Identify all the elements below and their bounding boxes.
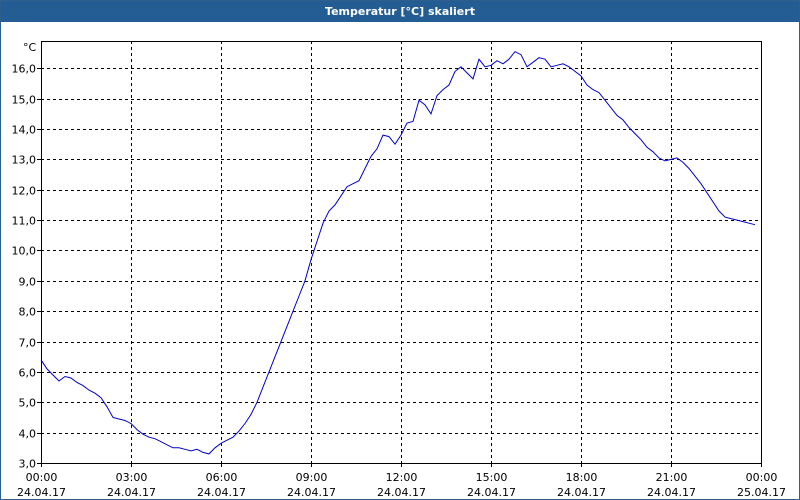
x-tick-date-label: 24.04.17 [467,486,516,499]
x-tick-time-label: 09:00 [296,471,328,484]
x-tick-date-label: 25.04.17 [737,486,786,499]
y-tick-label: 10,0 [12,245,37,258]
y-tick-label: 8,0 [19,306,37,319]
x-tick-time-label: 12:00 [386,471,418,484]
x-tick-date-label: 24.04.17 [287,486,336,499]
x-tick-time-label: 15:00 [476,471,508,484]
x-tick-time-label: 18:00 [566,471,598,484]
x-axis-tick-labels: 00:00 24.04.17 03:00 24.04.17 06:00 24.04.17 0… [17,471,786,499]
x-tick-time-label: 00:00 [26,471,58,484]
window-title: Temperatur [°C] skaliert [1,1,799,22]
y-tick-label: 15,0 [12,94,37,107]
x-tick-date-label: 24.04.17 [107,486,156,499]
x-tick-date-label: 24.04.17 [647,486,696,499]
series-lines [40,50,756,455]
y-tick-label: 5,0 [19,397,37,410]
y-tick-label: 7,0 [19,337,37,350]
y-axis-unit-label: °C [23,41,37,54]
x-tick-date-label: 24.04.17 [17,486,66,499]
y-tick-label: 3,0 [19,458,37,471]
y-tick-label: 12,0 [12,185,37,198]
x-tick-time-label: 21:00 [656,471,688,484]
y-tick-label: 16,0 [12,63,37,76]
x-tick-time-label: 00:00 [746,471,778,484]
y-axis-tick-labels: 3,0 4,0 5,0 6,0 7,0 8,0 9,0 10,0 11,0 12,0 13,0 14,… [12,63,37,471]
grid-lines [37,41,762,467]
x-tick-date-label: 24.04.17 [557,486,606,499]
x-tick-time-label: 03:00 [116,471,148,484]
plot-frame [41,41,762,464]
y-tick-label: 9,0 [19,276,37,289]
x-tick-time-label: 06:00 [206,471,238,484]
temperature-series-line [40,50,756,455]
x-tick-date-label: 24.04.17 [377,486,426,499]
y-tick-label: 13,0 [12,154,37,167]
y-tick-label: 11,0 [12,215,37,228]
y-tick-label: 14,0 [12,124,37,137]
y-tick-label: 6,0 [19,367,37,380]
y-tick-label: 4,0 [19,428,37,441]
x-tick-date-label: 24.04.17 [197,486,246,499]
